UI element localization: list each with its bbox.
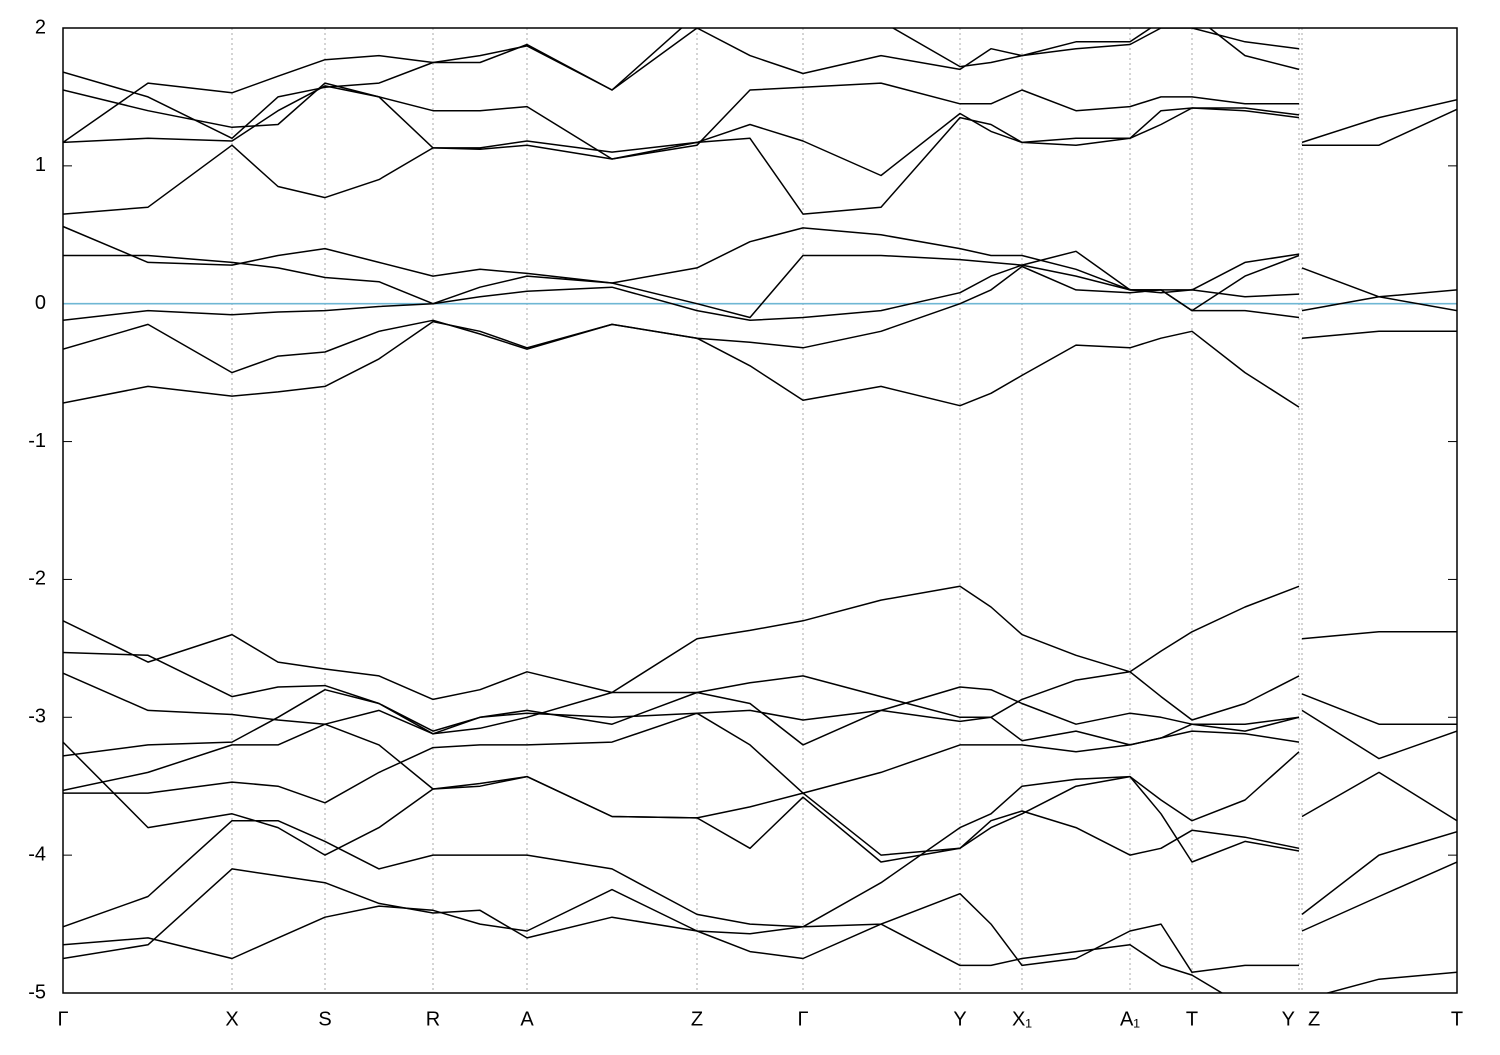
band-line (63, 723, 1457, 915)
band-line (63, 741, 1457, 993)
band-line (63, 227, 1300, 305)
band-line (63, 688, 1457, 822)
x-tick-label: S (318, 1008, 331, 1030)
band-line (63, 82, 1299, 160)
plot-frame (62, 27, 1458, 994)
y-tick-label: 2 (35, 16, 46, 38)
y-tick-label: 0 (35, 292, 46, 314)
x-tick-label: Z (691, 1008, 703, 1030)
band-line (63, 254, 1457, 374)
y-tick-label: -3 (28, 706, 46, 728)
x-tick-label: A (520, 1008, 534, 1030)
x-tick-label: Γ (797, 1008, 808, 1030)
x-tick-label: A₁ (1120, 1008, 1140, 1030)
x-tick-label: Γ (57, 1008, 68, 1030)
x-tick-label: R (426, 1008, 440, 1030)
x-tick-label: T (1451, 1008, 1463, 1030)
y-tick-label: -2 (28, 568, 46, 590)
band-line (63, 28, 1300, 144)
band-line (63, 775, 1300, 928)
bands-layer (63, 28, 1457, 993)
band-line (63, 85, 1457, 215)
x-tick-label: X₁ (1012, 1008, 1032, 1030)
x-tick-label: Z (1308, 1008, 1320, 1030)
grid-layer (62, 27, 1458, 994)
band-line (63, 888, 1299, 974)
band-line (63, 320, 1457, 408)
band-line (63, 28, 1300, 140)
band-line (63, 585, 1457, 701)
band-line (63, 712, 1457, 932)
x-tick-label: X (225, 1008, 238, 1030)
band-line (63, 868, 1224, 993)
y-tick-label: -1 (28, 430, 46, 452)
band-line (63, 651, 1457, 732)
band-line (63, 107, 1457, 215)
x-tick-label: Y (1282, 1008, 1295, 1030)
band-line (63, 672, 1457, 760)
y-tick-label: 1 (35, 154, 46, 176)
x-tick-label: T (1186, 1008, 1198, 1030)
y-tick-label: -4 (28, 843, 46, 865)
band-line (63, 225, 1300, 319)
x-tick-label: Y (953, 1008, 966, 1030)
y-tick-label: -5 (28, 981, 46, 1003)
